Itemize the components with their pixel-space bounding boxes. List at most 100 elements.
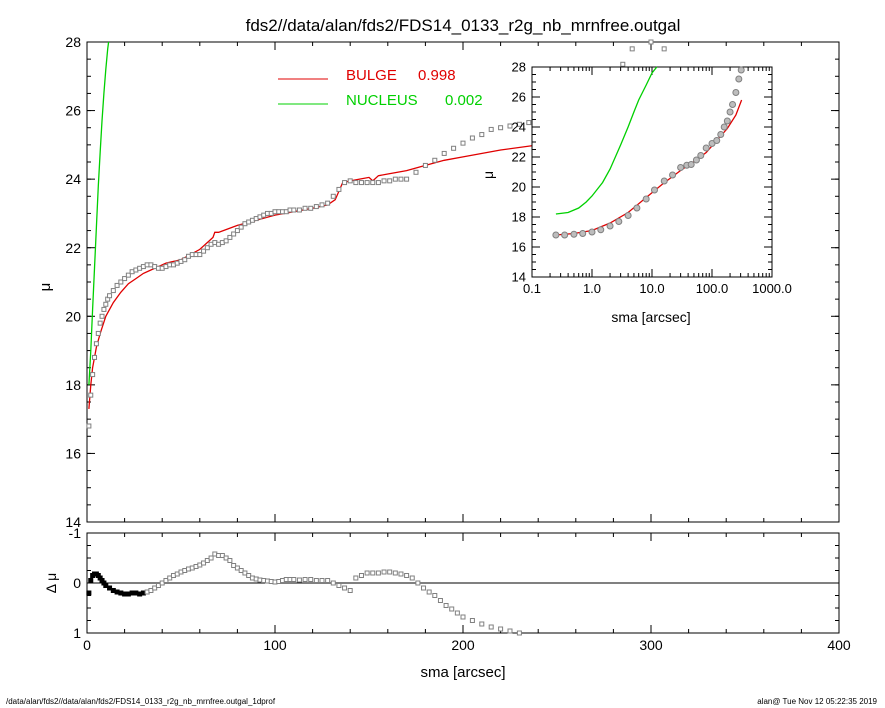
residual-data-point — [325, 578, 331, 583]
main-data-point — [122, 276, 128, 282]
inset-data-point — [726, 108, 734, 116]
inset-x-tick-label: 0.1 — [523, 281, 541, 296]
inset-y-tick-label: 26 — [512, 90, 526, 105]
main-data-point — [488, 126, 494, 132]
main-data-point — [182, 257, 188, 263]
inset-data-point — [697, 152, 705, 159]
inset-x-tick-label: 10.0 — [639, 281, 664, 296]
residual-data-point — [208, 555, 214, 561]
residual-x-tick-label: 0 — [83, 637, 91, 653]
residual-data-point — [291, 577, 297, 582]
main-y-tick-label: 18 — [65, 377, 81, 393]
residual-y-axis-label: Δ μ — [43, 573, 59, 594]
residual-y-tick-label: 1 — [73, 625, 81, 641]
main-data-point — [648, 39, 654, 45]
residual-data-point — [479, 621, 485, 627]
inset-data-point — [615, 218, 623, 225]
residual-data-point — [409, 575, 415, 581]
main-data-point — [302, 205, 308, 211]
main-data-point — [88, 392, 94, 398]
main-data-point — [308, 205, 314, 211]
residual-data-point — [449, 606, 455, 612]
inset-data-point — [692, 156, 700, 164]
inset-y-tick-label: 24 — [512, 120, 526, 135]
inset-data-point — [579, 230, 587, 237]
main-data-point — [629, 46, 635, 52]
main-data-point — [223, 238, 229, 244]
main-data-point — [364, 180, 370, 186]
inset-data-point — [723, 117, 731, 125]
main-data-point — [404, 176, 410, 182]
residual-data-point — [302, 577, 308, 582]
main-data-point — [231, 231, 237, 237]
residual-x-tick-label: 100 — [263, 637, 287, 653]
inset-x-tick-label: 1000.0 — [752, 281, 792, 296]
main-data-point — [319, 202, 325, 208]
residual-data-point — [342, 585, 348, 591]
main-data-point — [313, 204, 319, 210]
residual-data-point — [437, 598, 443, 603]
main-data-point — [620, 61, 626, 67]
main-data-point — [398, 176, 404, 182]
main-data-point — [451, 145, 457, 151]
inset-data-point — [624, 212, 632, 219]
residual-data-point — [330, 580, 336, 586]
residual-data-point — [460, 614, 466, 620]
main-data-point — [291, 207, 297, 213]
residual-x-tick-label: 300 — [639, 637, 663, 653]
inset-y-tick-label: 22 — [512, 150, 526, 165]
main-data-points — [86, 39, 667, 429]
main-data-point — [375, 180, 381, 186]
main-data-point — [204, 245, 210, 251]
chart-title: fds2//data/alan/fds2/FDS14_0133_r2g_nb_m… — [246, 16, 681, 35]
inset-data-points — [552, 66, 745, 239]
main-data-point — [90, 372, 96, 378]
main-data-point — [347, 178, 353, 184]
inset-data-point — [597, 226, 605, 234]
residual-data-point — [296, 577, 302, 583]
main-data-point — [413, 169, 419, 175]
inset-data-point — [702, 144, 710, 152]
inset-data-point — [669, 171, 677, 179]
main-y-tick-label: 16 — [65, 445, 81, 461]
inset-y-tick-label: 20 — [512, 180, 526, 195]
inset-y-tick-label: 16 — [512, 240, 526, 255]
residual-x-tick-label: 400 — [827, 637, 851, 653]
main-data-point — [516, 121, 522, 127]
residual-data-point — [404, 573, 410, 578]
main-y-tick-label: 26 — [65, 103, 81, 119]
main-data-point — [526, 120, 532, 126]
inset-x-tick-label: 1.0 — [583, 281, 601, 296]
inset-data-point — [677, 164, 685, 171]
inset-data-point — [660, 177, 668, 185]
main-data-point — [498, 125, 504, 131]
main-data-point — [392, 176, 398, 182]
inset-data-point — [729, 101, 737, 108]
main-data-point — [381, 178, 387, 184]
residual-data-point — [454, 610, 460, 616]
residual-y-tick-label: -1 — [69, 525, 82, 541]
residual-data-point — [387, 569, 393, 575]
main-data-point — [296, 207, 302, 213]
main-data-point — [479, 132, 485, 138]
main-data-point — [432, 157, 438, 163]
footer-timestamp: alan@ Tue Nov 12 05:22:35 2019 — [757, 697, 877, 706]
main-data-point — [441, 150, 447, 156]
main-data-point — [422, 162, 428, 168]
inset-data-point — [717, 131, 725, 138]
inset-data-point — [552, 231, 560, 239]
inset-axis-ticks: 0.1 1.0 10.0 100.0 1000.0 14 16 18 20 22 24 26 28 — [512, 60, 792, 296]
residual-axis-ticks: 0 100 200 300 400-101 — [69, 525, 851, 653]
main-data-point — [95, 330, 101, 336]
legend-nucleus-label: NUCLEUS — [346, 92, 418, 109]
main-data-point — [358, 180, 364, 186]
residual-data-point — [507, 628, 513, 634]
main-data-point — [336, 186, 342, 192]
residual-data-point — [370, 570, 376, 576]
residual-data-point — [381, 569, 387, 575]
main-data-point — [201, 248, 207, 254]
main-data-point — [118, 279, 124, 285]
residual-data-point — [498, 626, 504, 632]
main-y-axis-label: μ — [37, 283, 54, 292]
